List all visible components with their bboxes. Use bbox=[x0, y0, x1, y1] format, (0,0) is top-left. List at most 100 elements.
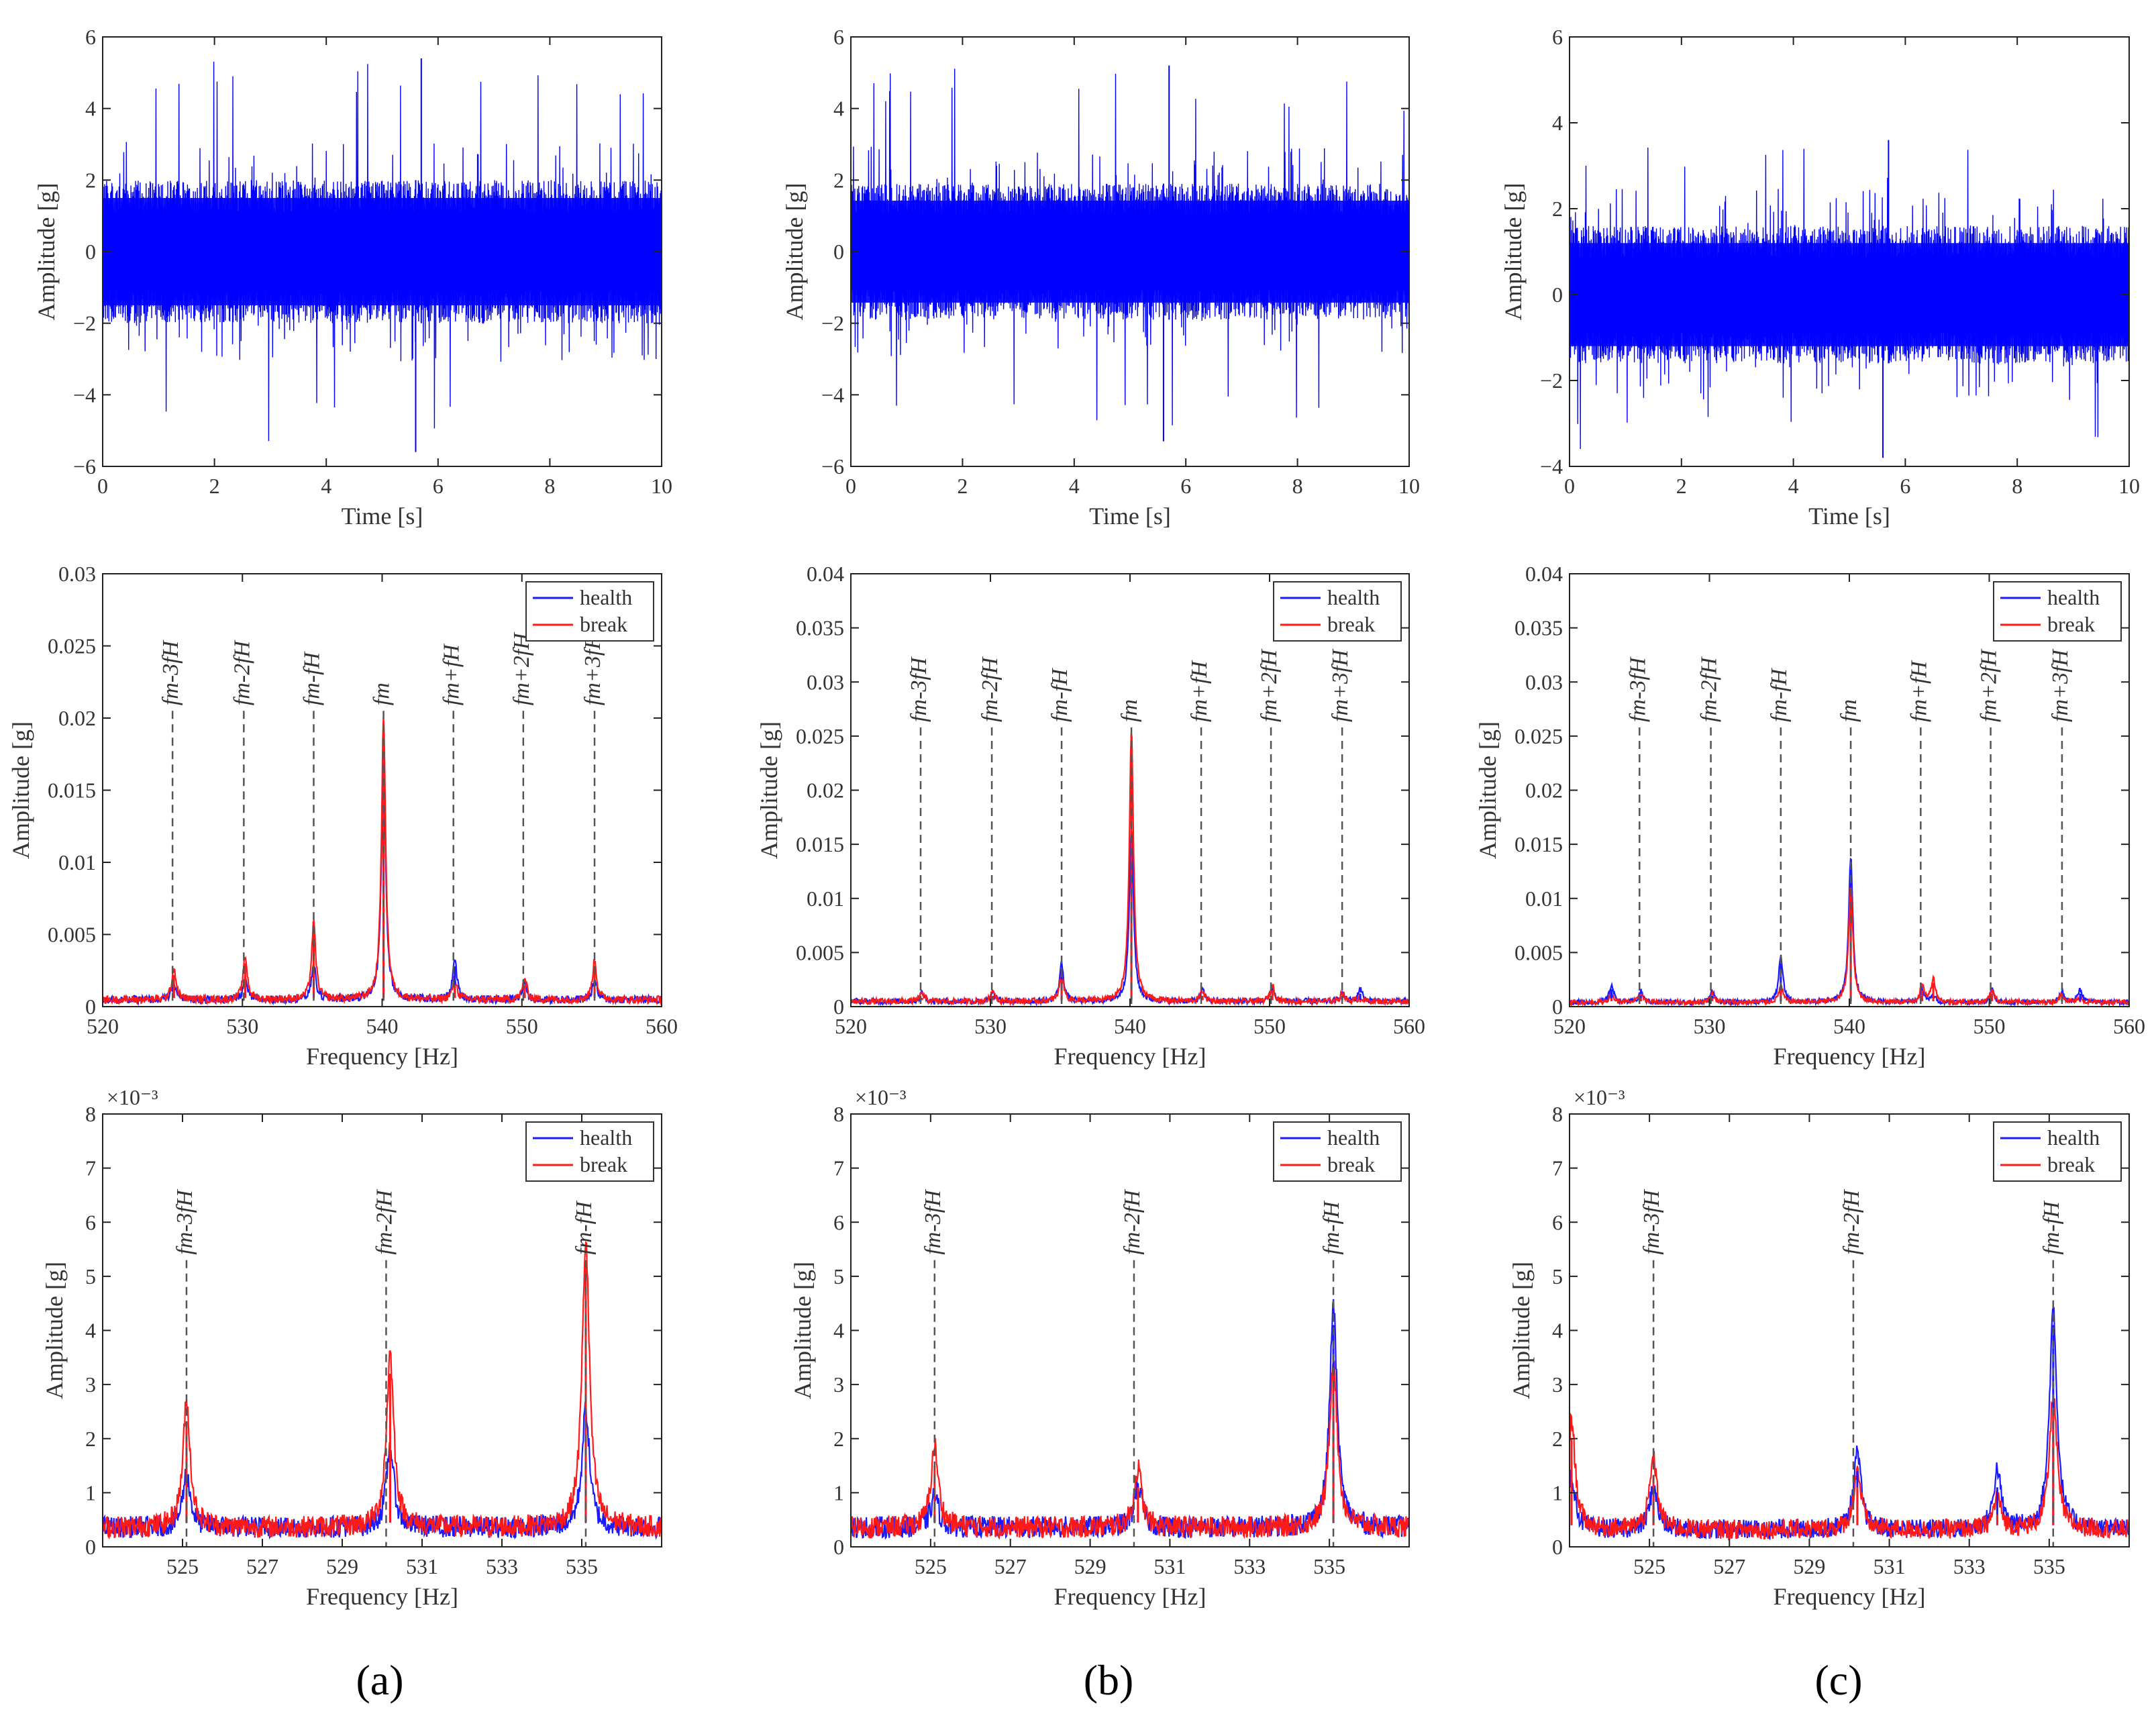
y-axis-label: Amplitude [g] bbox=[1508, 1262, 1535, 1399]
x-tick-label: 525 bbox=[166, 1554, 199, 1578]
y-tick-label: 1 bbox=[85, 1480, 96, 1505]
y-tick-label: 8 bbox=[1552, 1102, 1563, 1126]
x-tick-label: 531 bbox=[1153, 1554, 1186, 1578]
y-axis-label: Amplitude [g] bbox=[789, 1262, 816, 1399]
y-tick-label: 2 bbox=[85, 1427, 96, 1451]
harmonic-marker-label: fm+3fH bbox=[1328, 648, 1353, 722]
legend-label-health: health bbox=[580, 585, 632, 609]
y-tick-label: −2 bbox=[821, 311, 844, 336]
harmonic-marker-label: fm+3fH bbox=[580, 631, 605, 705]
y-tick-label: −2 bbox=[73, 311, 96, 336]
x-axis-label: Frequency [Hz] bbox=[306, 1583, 458, 1610]
harmonic-marker-label: fm-2fH bbox=[1697, 656, 1722, 722]
legend-box bbox=[525, 1121, 654, 1182]
axis-exponent: ×10⁻³ bbox=[1574, 1085, 1625, 1109]
y-tick-label: 5 bbox=[833, 1264, 844, 1288]
harmonic-marker-label: fm-3fH bbox=[1625, 656, 1650, 722]
x-tick-label: 6 bbox=[1180, 474, 1191, 498]
x-tick-label: 2 bbox=[1676, 474, 1687, 498]
data-layer bbox=[1570, 140, 2129, 458]
harmonic-marker-label: fm+fH bbox=[1906, 660, 1931, 722]
x-tick-label: 560 bbox=[646, 1014, 678, 1038]
harmonic-marker-label: fm bbox=[1837, 699, 1861, 722]
x-tick-label: 533 bbox=[1953, 1554, 1986, 1578]
x-tick-label: 8 bbox=[1292, 474, 1303, 498]
chart-spectrum-c: fm-3fH fm-2fH fm-fH fm fm+fH fm+2fH fm+3fH heal… bbox=[1474, 562, 2145, 1070]
x-axis-label: Frequency [Hz] bbox=[1774, 1043, 1926, 1070]
y-tick-label: 0.015 bbox=[48, 778, 96, 803]
y-tick-label: 8 bbox=[833, 1102, 844, 1126]
y-axis-label: Amplitude [g] bbox=[756, 721, 782, 859]
harmonic-marker-label: fm-2fH bbox=[1120, 1188, 1145, 1255]
y-tick-label: 0.035 bbox=[796, 616, 844, 640]
harmonic-marker-label: fm-2fH bbox=[372, 1188, 397, 1255]
data-layer bbox=[851, 65, 1409, 442]
x-tick-label: 533 bbox=[1233, 1554, 1266, 1578]
legend-label-break: break bbox=[2047, 1152, 2095, 1176]
y-tick-label: 4 bbox=[833, 1319, 844, 1343]
plot-area bbox=[1570, 574, 2129, 1007]
y-tick-label: 5 bbox=[85, 1264, 96, 1288]
y-tick-label: 7 bbox=[833, 1156, 844, 1180]
y-tick-label: 0 bbox=[833, 1535, 844, 1559]
y-tick-label: 0.04 bbox=[807, 562, 844, 586]
y-tick-label: 0.005 bbox=[1515, 940, 1563, 964]
y-tick-label: 0 bbox=[85, 995, 96, 1019]
legend-label-break: break bbox=[580, 612, 627, 636]
x-tick-label: 550 bbox=[506, 1014, 538, 1038]
axis-exponent: ×10⁻³ bbox=[107, 1085, 158, 1109]
y-tick-label: 6 bbox=[1552, 1210, 1563, 1234]
x-tick-label: 8 bbox=[544, 474, 555, 498]
x-tick-label: 550 bbox=[1253, 1014, 1286, 1038]
x-tick-label: 10 bbox=[1398, 474, 1420, 498]
harmonic-marker-label: fm+fH bbox=[1187, 660, 1212, 722]
y-tick-label: 0.01 bbox=[58, 850, 96, 874]
y-tick-label: 0 bbox=[85, 240, 96, 264]
chart-spectrum-a: fm-3fH fm-2fH fm-fH fm fm+fH fm+2fH fm+3fHheal… bbox=[7, 562, 678, 1070]
x-tick-label: 520 bbox=[87, 1014, 119, 1038]
x-axis-label: Time [s] bbox=[342, 503, 423, 529]
legend-label-break: break bbox=[580, 1152, 627, 1176]
x-tick-label: 530 bbox=[974, 1014, 1007, 1038]
legend: health break bbox=[525, 581, 654, 642]
signal-dense-band bbox=[1570, 243, 2129, 346]
x-tick-label: 560 bbox=[2113, 1014, 2145, 1038]
harmonic-marker-label: fm-fH bbox=[299, 650, 324, 705]
y-tick-label: 3 bbox=[85, 1372, 96, 1397]
x-tick-label: 540 bbox=[1114, 1014, 1146, 1038]
harmonic-marker-label: fm-fH bbox=[572, 1200, 597, 1255]
y-tick-label: 0.025 bbox=[48, 634, 96, 658]
panel-caption-c: (c) bbox=[1814, 1656, 1862, 1704]
y-tick-label: −4 bbox=[73, 383, 96, 407]
x-tick-label: 4 bbox=[321, 474, 331, 498]
legend-label-health: health bbox=[580, 1125, 632, 1150]
x-tick-label: 531 bbox=[406, 1554, 438, 1578]
x-tick-label: 560 bbox=[1393, 1014, 1425, 1038]
x-tick-label: 6 bbox=[433, 474, 444, 498]
x-tick-label: 0 bbox=[845, 474, 856, 498]
x-axis-label: Frequency [Hz] bbox=[306, 1043, 458, 1070]
legend-box bbox=[525, 581, 654, 642]
axes-box bbox=[1569, 36, 2130, 467]
x-tick-label: 4 bbox=[1069, 474, 1080, 498]
y-tick-label: 0.04 bbox=[1525, 562, 1563, 586]
x-tick-label: 531 bbox=[1873, 1554, 1906, 1578]
x-tick-label: 527 bbox=[246, 1554, 278, 1578]
y-tick-label: 0.015 bbox=[796, 832, 844, 856]
y-tick-label: 4 bbox=[85, 97, 96, 121]
harmonic-marker-label: fm-3fH bbox=[1639, 1188, 1664, 1255]
y-tick-label: 4 bbox=[1552, 1319, 1563, 1343]
y-tick-label: 7 bbox=[1552, 1156, 1563, 1180]
x-tick-label: 6 bbox=[1900, 474, 1910, 498]
y-tick-label: 2 bbox=[85, 168, 96, 192]
y-tick-label: 6 bbox=[1552, 25, 1563, 49]
x-tick-label: 0 bbox=[1564, 474, 1575, 498]
x-tick-label: 533 bbox=[486, 1554, 518, 1578]
legend-box bbox=[1273, 1121, 1402, 1182]
harmonic-marker-label: fm bbox=[1117, 699, 1142, 722]
